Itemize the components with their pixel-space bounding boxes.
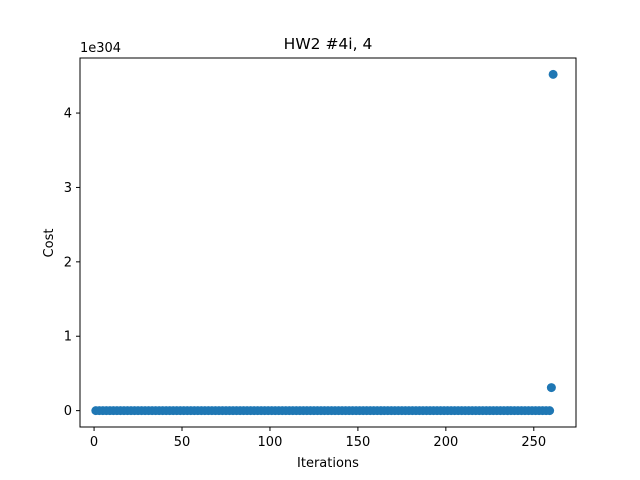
points-layer xyxy=(91,69,558,416)
y-tick-label: 0 xyxy=(64,404,72,419)
data-point xyxy=(545,406,555,416)
y-tick-label: 3 xyxy=(64,181,72,196)
y-tick-label: 4 xyxy=(64,107,72,122)
data-point xyxy=(546,383,556,393)
plot-area-frame xyxy=(79,57,577,428)
y-axis-label: Cost xyxy=(42,229,57,258)
chart-title: HW2 #4i, 4 xyxy=(284,35,373,53)
data-point xyxy=(548,69,558,79)
x-tick-label: 0 xyxy=(90,435,98,450)
y-tick-label: 1 xyxy=(64,330,72,345)
y-offset-label: 1e304 xyxy=(80,41,121,56)
x-ticks: 0 50 100 150 200 250 xyxy=(90,427,546,450)
x-tick-label: 50 xyxy=(174,435,191,450)
x-tick-label: 150 xyxy=(345,435,370,450)
y-ticks: 0 1 2 3 4 xyxy=(64,107,80,419)
x-tick-label: 250 xyxy=(521,435,546,450)
x-tick-label: 100 xyxy=(258,435,283,450)
x-axis-label: Iterations xyxy=(297,456,359,471)
y-tick-label: 2 xyxy=(64,255,72,270)
x-tick-label: 200 xyxy=(433,435,458,450)
